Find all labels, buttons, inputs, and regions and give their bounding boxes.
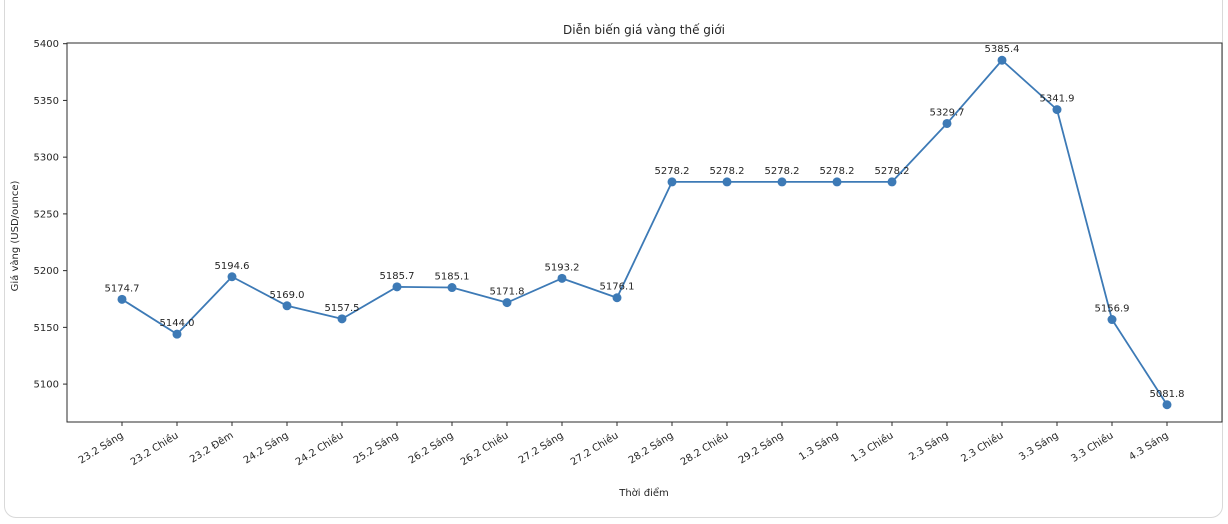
x-axis-tick-label: 23.2 Sáng bbox=[76, 429, 125, 466]
data-point-label: 5341.9 bbox=[1040, 94, 1075, 105]
data-point bbox=[667, 177, 677, 187]
data-point bbox=[447, 283, 457, 293]
y-axis-tick-label: 5150 bbox=[34, 323, 59, 334]
data-point-label: 5156.9 bbox=[1095, 304, 1130, 315]
x-axis-tick-label: 27.2 Chiều bbox=[568, 429, 620, 468]
data-point-label: 5144.0 bbox=[160, 318, 195, 329]
data-point-label: 5385.4 bbox=[985, 44, 1020, 55]
x-axis-tick-label: 24.2 Sáng bbox=[241, 429, 290, 466]
data-point bbox=[1107, 315, 1117, 325]
plot-frame bbox=[66, 42, 1223, 423]
data-point-label: 5081.8 bbox=[1150, 389, 1185, 400]
x-axis-tick-label: 29.2 Sáng bbox=[736, 429, 785, 466]
data-point-label: 5194.6 bbox=[215, 261, 250, 272]
y-axis-tick-label: 5300 bbox=[34, 153, 59, 164]
x-axis-tick-label: 27.2 Sáng bbox=[516, 429, 565, 466]
data-point bbox=[337, 314, 347, 324]
data-point bbox=[392, 282, 402, 292]
y-axis-tick-label: 5200 bbox=[34, 266, 59, 277]
x-axis-tick-label: 23.2 Chiều bbox=[128, 429, 180, 468]
data-point-label: 5157.5 bbox=[325, 303, 360, 314]
data-point-label: 5185.1 bbox=[435, 272, 470, 283]
data-point bbox=[612, 293, 622, 303]
x-axis-tick-label: 25.2 Sáng bbox=[351, 429, 400, 466]
data-point bbox=[557, 273, 567, 283]
x-axis-tick-label: 23.2 Đêm bbox=[188, 429, 236, 465]
data-point-label: 5169.0 bbox=[270, 290, 305, 301]
data-point bbox=[1052, 105, 1062, 115]
data-point bbox=[282, 301, 292, 311]
data-point bbox=[502, 298, 512, 308]
data-point-label: 5174.7 bbox=[105, 283, 140, 294]
x-axis-tick-label: 2.3 Sáng bbox=[907, 429, 951, 463]
data-point bbox=[117, 294, 127, 304]
x-axis-tick-label: 4.3 Sáng bbox=[1127, 429, 1171, 463]
y-axis-tick-label: 5250 bbox=[34, 209, 59, 220]
data-point bbox=[172, 329, 182, 339]
x-axis-tick-label: 26.2 Sáng bbox=[406, 429, 455, 466]
x-axis-tick-label: 24.2 Chiều bbox=[293, 429, 345, 468]
data-point bbox=[227, 272, 237, 282]
x-axis-tick-label: 28.2 Sáng bbox=[626, 429, 675, 466]
x-axis-tick-label: 3.3 Chiều bbox=[1069, 429, 1116, 464]
y-axis-tick-label: 5100 bbox=[34, 380, 59, 391]
x-axis-tick-label: 1.3 Chiều bbox=[849, 429, 896, 464]
data-point-label: 5278.2 bbox=[820, 166, 855, 177]
x-axis-tick-label: 28.2 Chiều bbox=[678, 429, 730, 468]
data-point bbox=[722, 177, 732, 187]
data-point-label: 5171.8 bbox=[490, 287, 525, 298]
data-point-label: 5278.2 bbox=[655, 166, 690, 177]
data-point-label: 5278.2 bbox=[710, 166, 745, 177]
x-axis-tick-label: 2.3 Chiều bbox=[959, 429, 1006, 464]
data-point-label: 5329.7 bbox=[930, 107, 965, 118]
x-axis-tick-label: 1.3 Sáng bbox=[797, 429, 841, 463]
y-axis-tick-label: 5350 bbox=[34, 96, 59, 107]
data-point bbox=[887, 177, 897, 187]
data-point bbox=[1162, 400, 1172, 410]
data-point-label: 5176.1 bbox=[600, 282, 635, 293]
x-axis-tick-label: 3.3 Sáng bbox=[1017, 429, 1061, 463]
line-series bbox=[121, 59, 1168, 406]
chart-card bbox=[4, 0, 1223, 518]
x-axis-title: Thời điểm bbox=[618, 486, 669, 499]
data-point-label: 5185.7 bbox=[380, 271, 415, 282]
data-point bbox=[997, 55, 1007, 65]
data-point-label: 5278.2 bbox=[765, 166, 800, 177]
data-point bbox=[832, 177, 842, 187]
data-point bbox=[942, 118, 952, 128]
data-point-label: 5278.2 bbox=[875, 166, 910, 177]
chart-title: Diễn biến giá vàng thế giới bbox=[563, 23, 725, 37]
data-point bbox=[777, 177, 787, 187]
y-axis-title: Giá vàng (USD/ounce) bbox=[9, 181, 21, 292]
data-point-label: 5193.2 bbox=[545, 262, 580, 273]
x-axis-tick-label: 26.2 Chiều bbox=[458, 429, 510, 468]
y-axis-tick-label: 5400 bbox=[34, 39, 59, 50]
